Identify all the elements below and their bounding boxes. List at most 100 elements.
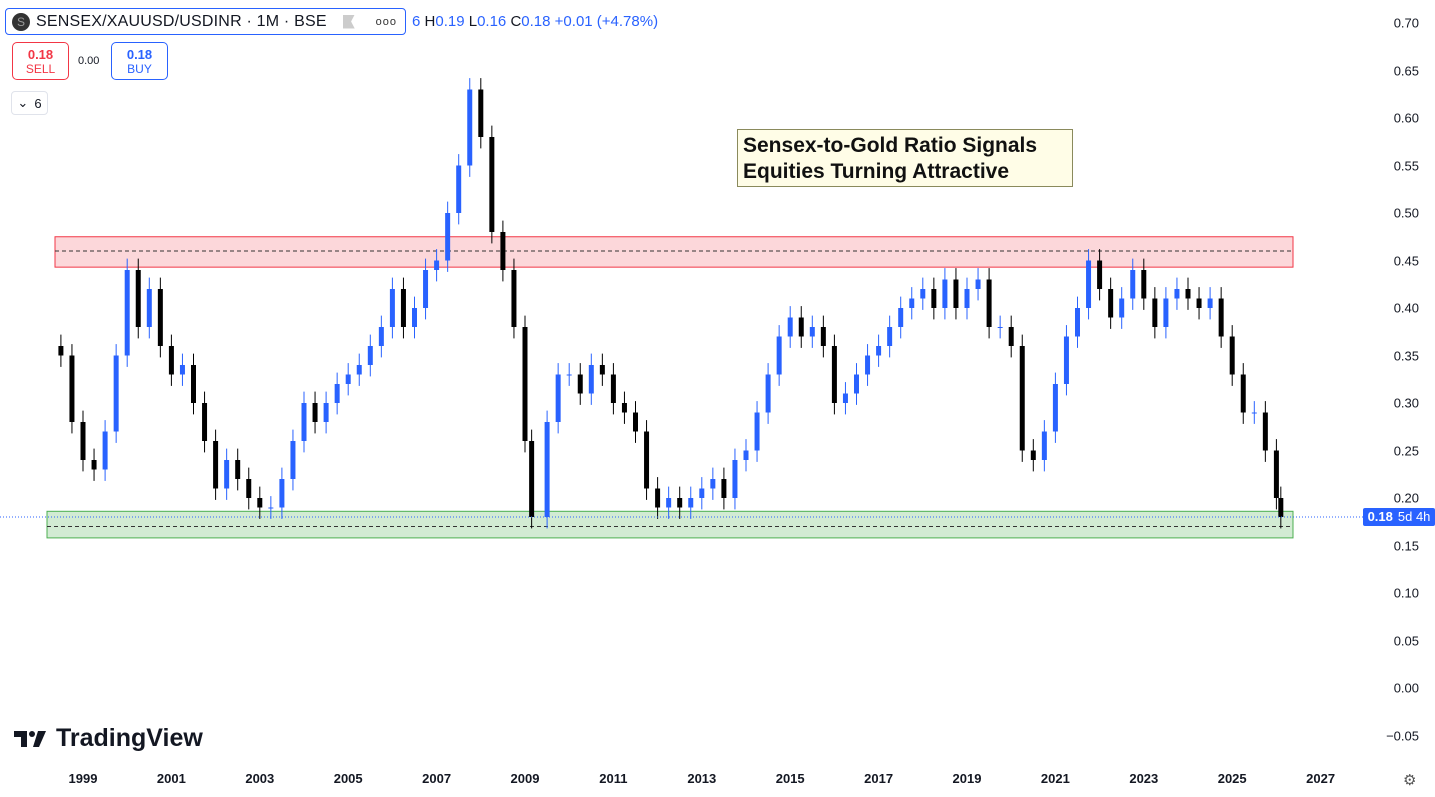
candle-body <box>312 403 318 422</box>
candle-body <box>522 327 528 441</box>
candle <box>1196 287 1202 320</box>
candle <box>213 429 219 500</box>
candle-body <box>953 279 959 308</box>
candle-body <box>754 412 760 451</box>
candle-body <box>58 346 64 356</box>
candle-body <box>688 498 694 508</box>
candle-body <box>529 441 535 517</box>
candle-body <box>157 289 163 346</box>
candle <box>301 391 307 453</box>
tradingview-logo[interactable]: TradingView <box>14 724 203 753</box>
y-tick-label: 0.50 <box>1393 205 1419 221</box>
candle-body <box>1097 260 1103 289</box>
candle-body <box>776 336 782 375</box>
candle <box>113 344 119 443</box>
candle <box>412 296 417 339</box>
candle-body <box>1163 298 1169 327</box>
resistance-zone[interactable] <box>54 236 1294 268</box>
candle <box>1185 277 1191 310</box>
candle <box>732 448 738 510</box>
candle-body <box>699 488 705 498</box>
symbol-title[interactable]: SENSEX/XAUUSD/USDINR · 1M · BSE <box>36 12 327 30</box>
candle <box>876 334 882 367</box>
candle-body <box>1019 346 1025 451</box>
candle-body <box>931 289 937 308</box>
y-tick-label: 0.30 <box>1393 395 1419 411</box>
candle-body <box>909 298 915 308</box>
candle <box>135 258 141 339</box>
bar-countdown: 5d 4h <box>1397 509 1431 524</box>
candle-body <box>1130 270 1136 299</box>
indicators-toggle[interactable]: ⌄ 6 <box>11 91 48 115</box>
candle <box>1163 287 1169 339</box>
candle <box>688 486 694 519</box>
candle-body <box>1008 327 1014 346</box>
candle-body <box>743 450 749 460</box>
candle <box>224 448 230 500</box>
x-tick-label: 2019 <box>952 771 982 786</box>
candle-body <box>644 431 650 489</box>
candle <box>80 410 86 472</box>
candle-body <box>655 488 661 508</box>
annotation-box[interactable]: Sensex-to-Gold Ratio Signals Equities Tu… <box>737 129 1073 187</box>
y-tick-label: 0.05 <box>1393 633 1419 648</box>
candle-body <box>666 498 672 508</box>
candle-body <box>224 460 230 489</box>
symbol-logo: S <box>12 12 30 31</box>
candle <box>1240 363 1246 424</box>
candle-body <box>500 232 506 270</box>
candle <box>1262 401 1268 462</box>
candle-body <box>445 213 451 261</box>
candle-body <box>1240 374 1246 413</box>
candle-body <box>113 355 119 432</box>
candle-body <box>478 89 484 137</box>
candle-body <box>599 365 605 375</box>
candle <box>865 344 871 386</box>
candle-body <box>1063 336 1069 384</box>
ellipsis-icon[interactable]: ooo <box>375 15 397 28</box>
candle-body <box>356 365 362 375</box>
candle-body <box>1218 298 1224 337</box>
candle <box>986 268 992 339</box>
candle <box>1097 249 1103 301</box>
candle <box>566 363 572 386</box>
candle <box>69 344 75 434</box>
x-tick-label: 2005 <box>333 771 363 786</box>
candle-body <box>91 460 97 470</box>
candle <box>931 277 937 320</box>
buy-button[interactable]: 0.18 BUY <box>111 42 168 80</box>
candle <box>677 486 683 519</box>
spread-value: 0.00 <box>78 55 100 67</box>
support-zone[interactable] <box>46 510 1294 539</box>
candle <box>1207 287 1213 320</box>
y-tick-label: 0.40 <box>1393 300 1419 316</box>
candle <box>898 296 904 339</box>
candle-body <box>577 374 583 394</box>
candle <box>489 125 495 244</box>
candle <box>1174 277 1180 310</box>
sell-button[interactable]: 0.18 SELL <box>12 42 69 80</box>
candle <box>146 277 152 339</box>
candle <box>58 334 64 367</box>
flag-icon[interactable] <box>342 14 355 29</box>
last-price-label: 0.18 5d 4h <box>1363 508 1435 526</box>
candle-body <box>345 374 351 384</box>
symbol-header[interactable]: S SENSEX/XAUUSD/USDINR · 1M · BSE ooo <box>5 8 406 35</box>
candle <box>920 277 926 310</box>
y-tick-label: 0.45 <box>1393 253 1419 268</box>
low-label: L <box>468 13 478 30</box>
candle-body <box>1207 298 1213 308</box>
settings-icon[interactable]: ⚙ <box>1403 772 1417 789</box>
candle <box>644 420 650 500</box>
candle-body <box>721 479 727 498</box>
candle-body <box>179 365 185 375</box>
candle-body <box>964 289 970 308</box>
candle-body <box>1141 270 1147 299</box>
candle-body <box>1152 298 1158 327</box>
x-tick-label: 2015 <box>775 771 805 786</box>
candle <box>268 496 274 519</box>
candle-body <box>378 327 384 346</box>
x-tick-label: 2021 <box>1040 771 1070 786</box>
y-tick-label: 0.20 <box>1393 490 1419 506</box>
